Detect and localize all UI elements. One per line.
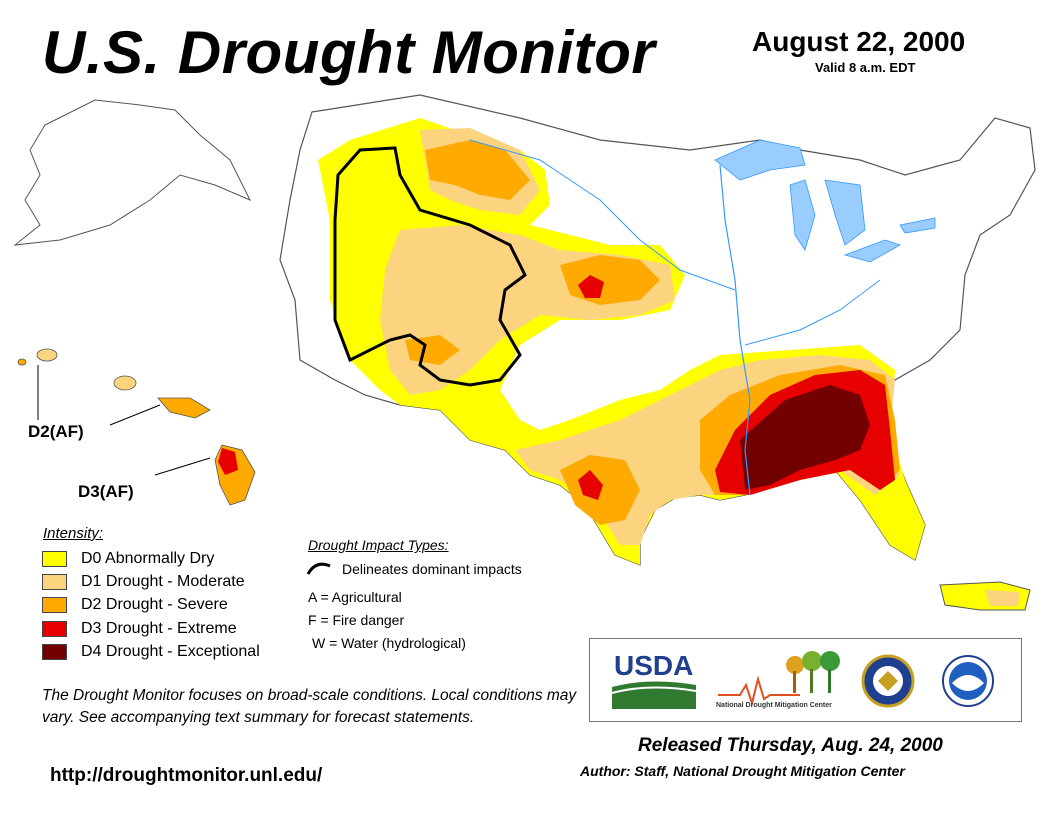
impact-type-fire: F = Fire danger (308, 612, 405, 628)
legend-title: Intensity: (43, 525, 104, 542)
impact-line-legend: Delineates dominant impacts (334, 561, 522, 577)
legend-label-d0: D0 Abnormally Dry (81, 550, 215, 567)
legend-swatch-d2 (42, 597, 67, 613)
impact-type-water: W = Water (hydrological) (312, 635, 466, 651)
impact-types-title: Drought Impact Types: (308, 537, 449, 553)
ohio-river (744, 279, 881, 346)
impact-line-sample (306, 562, 331, 575)
agency-logos: USDA National Drought Mitigation Center (589, 638, 1022, 722)
hawaii-maui-group (157, 397, 211, 419)
ndmc-logo-graph (718, 675, 800, 707)
lake-erie (843, 239, 901, 263)
legend-swatch-d1 (42, 574, 67, 590)
ndmc-logo-trees (786, 651, 840, 693)
website-link[interactable]: http://droughtmonitor.unl.edu/ (50, 765, 323, 786)
legend-label-d4: D4 Drought - Exceptional (81, 643, 260, 660)
legend-label-d2: D2 Drought - Severe (81, 596, 228, 613)
lake-ontario (899, 217, 936, 234)
impact-line-label: Delineates dominant impacts (342, 561, 522, 577)
lake-superior (714, 139, 806, 181)
d2-northwest (425, 140, 530, 200)
legend-item-d3: D3 Drought - Extreme (42, 619, 237, 639)
legend-item-d1: D1 Drought - Moderate (42, 572, 245, 592)
valid-time: Valid 8 a.m. EDT (815, 60, 916, 75)
legend-item-d2: D2 Drought - Severe (42, 595, 228, 615)
pointer-d2b (109, 404, 161, 426)
ndmc-logo-text: National Drought Mitigation Center (716, 702, 832, 709)
impact-type-agricultural: A = Agricultural (308, 589, 402, 605)
d3-texas (578, 470, 603, 500)
alaska-outline (13, 99, 252, 246)
d4-southeast (740, 385, 870, 490)
release-date: Released Thursday, Aug. 24, 2000 (638, 735, 943, 756)
hawaii-d2-label: D2(AF) (28, 422, 84, 441)
usda-logo-text: USDA (614, 650, 693, 681)
impact-boundary-line (333, 146, 527, 387)
legend-label-d3: D3 Drought - Extreme (81, 620, 237, 637)
mississippi-river (719, 164, 751, 496)
usda-logo-field (612, 681, 696, 709)
hawaii-kauai (36, 348, 58, 362)
legend-swatch-d3 (42, 621, 67, 637)
hawaii-big-island-d3 (218, 448, 238, 475)
logos-svg: USDA National Drought Mitigation Center (611, 650, 994, 709)
disclaimer-text: The Drought Monitor focuses on broad-sca… (42, 687, 577, 726)
page-title: U.S. Drought Monitor (42, 19, 656, 86)
legend-swatch-d0 (42, 551, 67, 567)
pointer-d3 (154, 457, 211, 476)
hawaii-oahu (113, 375, 137, 391)
missouri-river (469, 139, 736, 291)
lake-michigan (789, 179, 816, 251)
legend-item-d0: D0 Abnormally Dry (42, 549, 214, 569)
hawaii-d3-label: D3(AF) (78, 482, 134, 501)
hawaii-niihau (17, 358, 27, 366)
legend-swatch-d4 (42, 644, 67, 660)
legend-item-d4: D4 Drought - Exceptional (42, 642, 260, 662)
d3-plains (578, 275, 604, 298)
legend-label-d1: D1 Drought - Moderate (81, 573, 245, 590)
map-date: August 22, 2000 (752, 26, 966, 57)
author-credit: Author: Staff, National Drought Mitigati… (580, 763, 905, 779)
puerto-rico-d1 (985, 590, 1020, 606)
lake-huron (824, 179, 866, 246)
